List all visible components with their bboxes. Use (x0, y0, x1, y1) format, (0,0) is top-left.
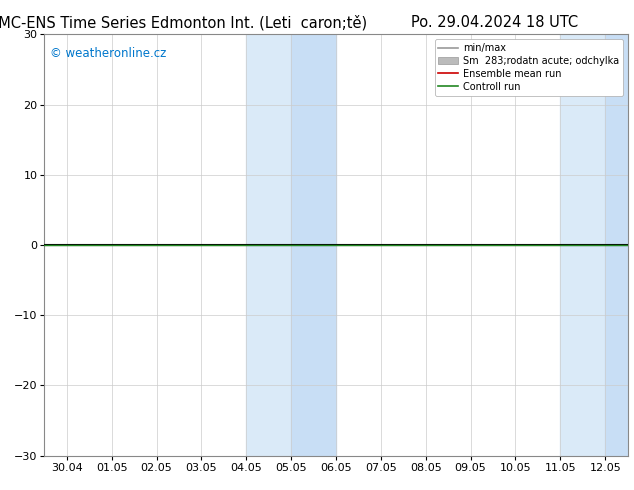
Bar (560, 34, 605, 456)
Text: CMC-ENS Time Series Edmonton Int. (Leti  caron;tě): CMC-ENS Time Series Edmonton Int. (Leti … (0, 15, 367, 30)
Bar (246, 34, 291, 456)
Text: Po. 29.04.2024 18 UTC: Po. 29.04.2024 18 UTC (411, 15, 578, 30)
Legend: min/max, Sm  283;rodatn acute; odchylka, Ensemble mean run, Controll run: min/max, Sm 283;rodatn acute; odchylka, … (434, 39, 623, 96)
Bar (291, 34, 336, 456)
Bar (605, 34, 628, 456)
Text: © weatheronline.cz: © weatheronline.cz (50, 47, 167, 60)
